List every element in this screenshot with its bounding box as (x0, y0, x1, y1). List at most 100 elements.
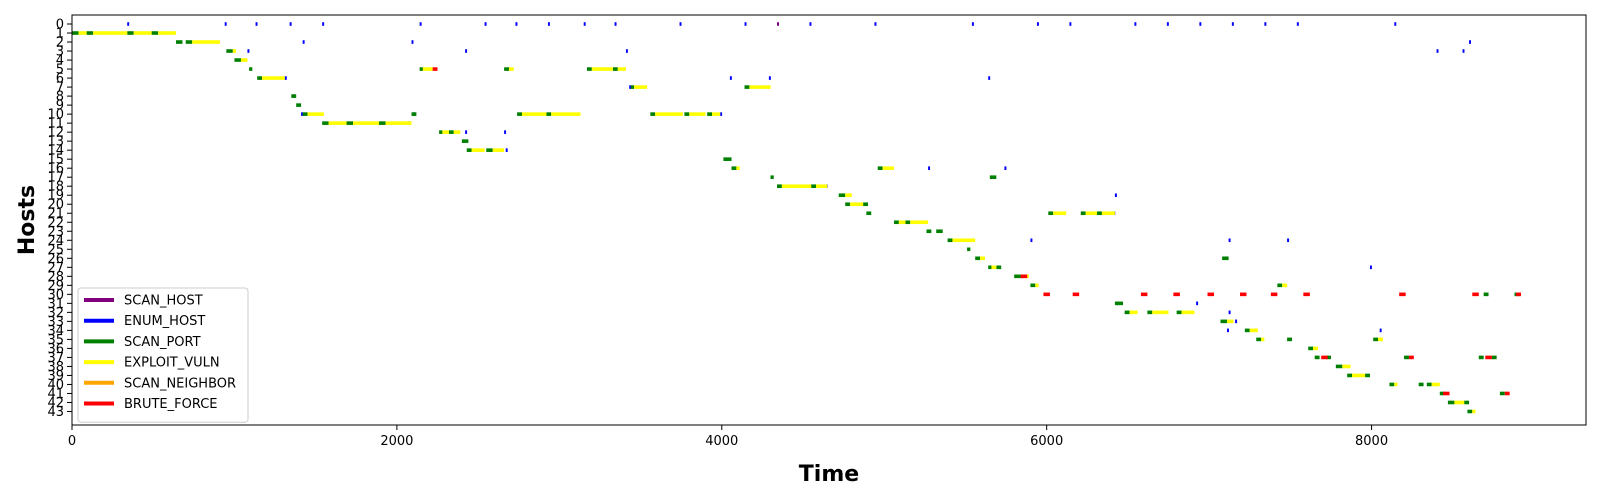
segment-scan-port (1176, 310, 1182, 315)
segment-exploit-vuln (1282, 283, 1288, 288)
segment-enum-host (1114, 193, 1117, 198)
segment-exploit-vuln (1152, 310, 1169, 315)
segment-exploit-vuln (617, 67, 626, 71)
segment-scan-host (777, 22, 779, 26)
segment-scan-port (1404, 355, 1409, 360)
segment-scan-port (1439, 391, 1445, 396)
segment-scan-port (72, 31, 79, 35)
segment-exploit-vuln (328, 121, 347, 125)
segment-scan-port (439, 130, 443, 134)
segment-exploit-vuln (453, 130, 461, 134)
y-tick-label: 31 (47, 297, 64, 312)
segment-scan-port (322, 121, 329, 125)
legend-box (77, 287, 249, 423)
segment-brute-force (1472, 292, 1479, 297)
segment-scan-port (1308, 346, 1314, 351)
segment-enum-host (1436, 49, 1439, 53)
segment-exploit-vuln (781, 184, 812, 189)
segment-scan-port (731, 166, 737, 170)
y-axis-ticks: 0123456789101112131415161718192021222324… (47, 18, 72, 420)
y-tick-label: 30 (47, 288, 64, 303)
segment-scan-port (1287, 337, 1292, 342)
segment-exploit-vuln (850, 202, 864, 207)
segment-brute-force (1408, 355, 1414, 360)
segment-enum-host (419, 22, 422, 26)
segment-scan-port (770, 175, 774, 179)
segment-brute-force (1207, 292, 1214, 297)
segment-scan-port (1014, 274, 1020, 279)
segment-enum-host (1296, 22, 1299, 26)
segment-scan-port (1491, 355, 1497, 360)
segment-enum-host (484, 22, 487, 26)
x-axis-title: Time (799, 462, 859, 487)
y-tick-label: 16 (47, 162, 64, 177)
legend-label: SCAN_HOST (124, 294, 203, 309)
segment-exploit-vuln (508, 67, 514, 71)
y-tick-label: 41 (47, 387, 64, 402)
segment-enum-host (1394, 22, 1397, 26)
segment-scan-port (1222, 256, 1229, 261)
segment-exploit-vuln (882, 166, 894, 170)
y-tick-label: 4 (56, 54, 64, 69)
segment-brute-force (1443, 391, 1450, 396)
segment-scan-port (1464, 400, 1470, 405)
segment-enum-host (322, 22, 325, 26)
segment-enum-host (1134, 22, 1137, 26)
segment-enum-host (1287, 238, 1290, 243)
segment-scan-port (1418, 382, 1424, 387)
segment-scan-port (630, 85, 635, 89)
y-tick-label: 20 (47, 198, 64, 213)
segment-enum-host (1030, 238, 1033, 243)
y-tick-label: 37 (47, 351, 64, 366)
segment-scan-port (947, 238, 953, 243)
segment-exploit-vuln (232, 49, 237, 53)
segment-exploit-vuln (1085, 211, 1098, 216)
segment-exploit-vuln (307, 112, 324, 116)
segment-exploit-vuln (1472, 409, 1476, 414)
y-tick-label: 7 (56, 81, 64, 96)
segment-scan-port (975, 256, 981, 261)
segment-brute-force (1321, 355, 1328, 360)
segment-exploit-vuln (192, 40, 220, 44)
segment-exploit-vuln (1261, 337, 1265, 342)
segment-scan-port (296, 103, 302, 107)
y-tick-label: 35 (47, 333, 64, 348)
segment-exploit-vuln (385, 121, 412, 125)
segment-scan-port (1220, 319, 1227, 324)
y-tick-label: 6 (56, 72, 64, 87)
segment-exploit-vuln (1129, 310, 1138, 315)
y-tick-label: 22 (47, 216, 64, 231)
segment-scan-port (877, 166, 883, 170)
y-tick-label: 26 (47, 252, 64, 267)
data-marks (72, 22, 1522, 414)
segment-exploit-vuln (1394, 382, 1398, 387)
segment-exploit-vuln (898, 220, 906, 225)
segment-scan-port (1030, 283, 1036, 288)
y-tick-label: 10 (47, 108, 64, 123)
y-tick-label: 28 (47, 270, 64, 285)
legend-label: SCAN_NEIGHBOR (124, 376, 236, 391)
segment-scan-port (234, 58, 241, 62)
segment-scan-port (185, 40, 193, 44)
segment-exploit-vuln (980, 256, 985, 261)
segment-scan-port (1478, 355, 1484, 360)
y-tick-label: 42 (47, 396, 64, 411)
x-axis-ticks: 0 2000 4000 6000 8000 (68, 425, 1388, 449)
segment-enum-host (1004, 166, 1007, 170)
x-tick-label: 0 (68, 434, 76, 449)
segment-enum-host (255, 22, 258, 26)
segment-enum-host (874, 22, 877, 26)
segment-scan-port (1373, 337, 1379, 342)
segment-scan-port (1256, 337, 1262, 342)
segment-enum-host (247, 49, 250, 53)
segment-exploit-vuln (634, 85, 648, 89)
y-tick-label: 18 (47, 180, 64, 195)
segment-enum-host (127, 22, 130, 26)
segment-enum-host (1069, 22, 1072, 26)
segment-exploit-vuln (910, 220, 929, 225)
y-tick-label: 43 (47, 405, 64, 420)
segment-scan-port (866, 211, 872, 216)
y-tick-label: 11 (47, 117, 64, 132)
segment-scan-port (302, 112, 308, 116)
segment-scan-port (291, 94, 297, 98)
